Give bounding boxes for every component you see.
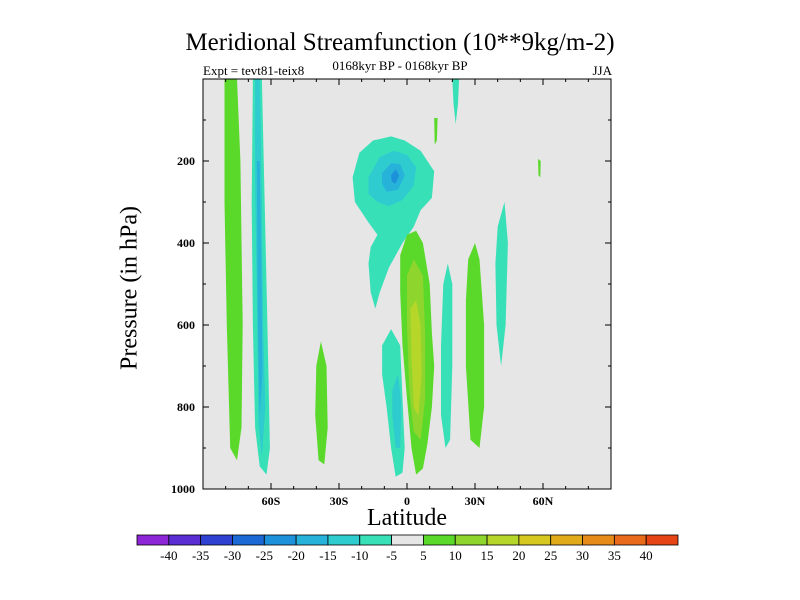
colorbar-label: -20: [287, 548, 304, 563]
colorbar-label: 15: [481, 548, 494, 563]
colorbar-swatch: [582, 534, 615, 546]
contour-band-31n: [465, 243, 485, 448]
contour-upper-cell-core: [391, 169, 400, 184]
contour-band-38s: [315, 341, 328, 465]
x-tick-label: 30S: [330, 494, 349, 508]
contour-wisp-18n: [434, 118, 438, 145]
colorbar-swatch: [295, 534, 329, 546]
colorbar-label: -15: [319, 548, 336, 563]
contour-fills: [224, 79, 541, 477]
colorbar-label: -5: [386, 548, 397, 563]
contour-band-17n: [441, 263, 453, 448]
colorbar-label: -35: [192, 548, 209, 563]
season-subtitle: JJA: [592, 63, 612, 78]
colorbar-swatch: [327, 534, 361, 546]
colorbar-swatch: [550, 534, 583, 546]
colorbar-swatch: [518, 534, 552, 546]
period-subtitle: 0168kyr BP - 0168kyr BP: [332, 58, 468, 73]
contour-band-75s: [224, 79, 243, 461]
y-tick-label: 400: [177, 236, 195, 250]
colorbar-swatch: [359, 534, 392, 546]
contour-top-wisp-30n: [452, 79, 460, 125]
colorbar-label: -30: [224, 548, 241, 563]
x-tick-label: 30N: [465, 494, 486, 508]
colorbar-label: 20: [512, 548, 525, 563]
experiment-subtitle: Expt = tevt81-teix8: [203, 63, 305, 78]
chart-title: Meridional Streamfunction (10**9kg/m-2): [185, 29, 615, 56]
contour-band-62s-core: [256, 161, 263, 416]
colorbar-label: 10: [449, 548, 462, 563]
colorbar-label: -25: [256, 548, 273, 563]
contour-wisp-58n: [538, 158, 541, 178]
colorbar-swatch: [391, 534, 424, 546]
contour-center-neg-lower-mid: [392, 374, 402, 448]
y-tick-label: 800: [177, 400, 195, 414]
colorbar-label: -10: [351, 548, 368, 563]
colorbar-label: 40: [640, 548, 653, 563]
colorbar-swatch: [200, 534, 233, 546]
colorbar-swatch: [613, 534, 647, 546]
colorbar-swatch: [136, 534, 170, 546]
colorbar-label: -40: [160, 548, 177, 563]
x-axis-label: Latitude: [367, 505, 447, 531]
x-tick-label: 60N: [533, 494, 554, 508]
colorbar-label: 5: [420, 548, 427, 563]
colorbar-swatch: [232, 534, 265, 546]
y-tick-label: 200: [177, 154, 195, 168]
colorbar-label: 35: [608, 548, 621, 563]
colorbar-swatch: [645, 534, 679, 546]
colorbar-swatch: [263, 534, 297, 546]
colorbar-swatch: [423, 534, 456, 546]
colorbar-label: 25: [544, 548, 557, 563]
colorbar-swatch: [454, 534, 488, 546]
x-tick-label: 0: [404, 494, 410, 508]
colorbar-label: 30: [576, 548, 589, 563]
colorbar-swatch: [168, 534, 202, 546]
contour-center-pos-core: [410, 300, 422, 416]
y-tick-label: 1000: [171, 482, 195, 496]
x-tick-label: 60S: [262, 494, 281, 508]
y-tick-label: 600: [177, 318, 195, 332]
colorbar-swatch: [486, 534, 520, 546]
contour-band-43n: [495, 202, 508, 366]
